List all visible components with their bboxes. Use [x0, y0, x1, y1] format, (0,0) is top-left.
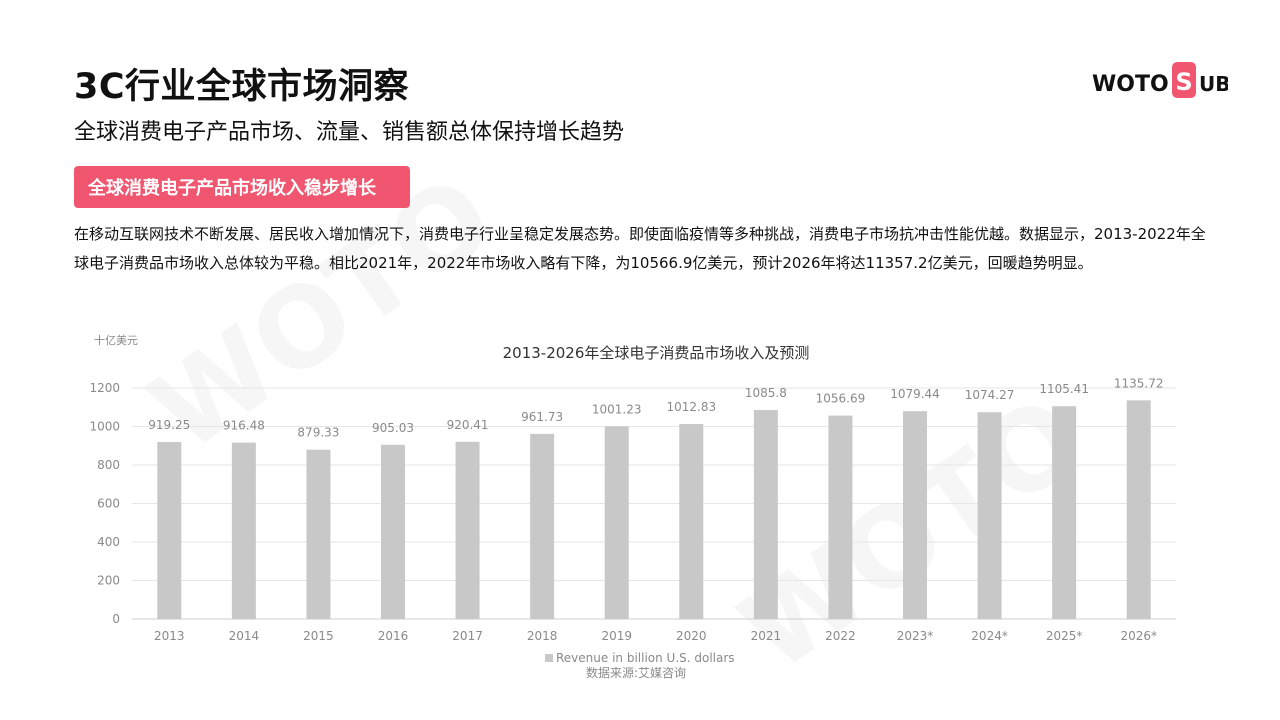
bar [455, 441, 480, 619]
y-unit-label: 十亿美元 [94, 333, 138, 347]
page-subtitle: 全球消费电子产品市场、流量、销售额总体保持增长趋势 [74, 120, 625, 145]
x-tick-label: 2014 [229, 629, 260, 643]
page-title: 3C行业全球市场洞察 [74, 67, 410, 107]
y-tick-label: 800 [97, 458, 120, 472]
logo-text-right: UB [1199, 72, 1228, 96]
bar [157, 442, 182, 619]
bar-chart: 十亿美元 2013-2026年全球电子消费品市场收入及预测 0 200 400 600… [89, 333, 1176, 680]
bar [231, 442, 256, 619]
x-tick-label: 2019 [601, 629, 632, 643]
x-tick-label: 2020 [676, 629, 707, 643]
x-tick-label: 2018 [527, 629, 558, 643]
legend-swatch [545, 654, 553, 662]
x-tick-label: 2013 [154, 629, 185, 643]
svg-text:S: S [1175, 68, 1192, 96]
chart-title: 2013-2026年全球电子消费品市场收入及预测 [503, 344, 810, 362]
x-tick-label: 2015 [303, 629, 334, 643]
data-label: 961.73 [521, 410, 563, 424]
chart-legend: Revenue in billion U.S. dollars [545, 651, 735, 665]
data-label: 1074.27 [965, 388, 1015, 402]
x-tick-label: 2021 [751, 629, 782, 643]
logo-text-left: WOTO [1092, 72, 1169, 97]
y-tick-label: 1200 [89, 381, 120, 395]
data-label: 916.48 [223, 419, 265, 433]
body-paragraph: 在移动互联网技术不断发展、居民收入增加情况下，消费电子行业呈稳定发展态势。即使面… [74, 225, 1206, 272]
x-tick-label: 2026* [1120, 629, 1157, 643]
y-tick-label: 400 [97, 535, 120, 549]
x-tick-label: 2017 [452, 629, 483, 643]
y-tick-label: 0 [112, 612, 120, 626]
logo-graphic: WOTO S UB [1092, 62, 1230, 98]
data-label: 1105.41 [1039, 382, 1089, 396]
bar [381, 444, 405, 619]
bar [977, 412, 1002, 619]
data-label: 920.41 [447, 418, 489, 432]
data-label: 905.03 [372, 421, 414, 435]
data-label: 1085.8 [745, 386, 787, 400]
bar [604, 426, 629, 619]
bar [753, 409, 778, 619]
data-label: 1012.83 [666, 400, 716, 414]
y-tick-label: 1000 [89, 420, 120, 434]
bar [679, 424, 704, 619]
bar [903, 411, 927, 619]
x-tick-label: 2016 [378, 629, 409, 643]
x-tick-label: 2025* [1046, 629, 1083, 643]
section-badge: 全球消费电子产品市场收入稳步增长 [74, 166, 410, 208]
bar [1052, 406, 1077, 619]
data-label: 1056.69 [816, 392, 866, 406]
y-tick-label: 200 [97, 574, 120, 588]
data-label: 1079.44 [890, 387, 940, 401]
logo-mark: S [1172, 62, 1196, 98]
bar [530, 433, 555, 619]
x-tick-label: 2024* [971, 629, 1008, 643]
data-label: 1135.72 [1114, 376, 1164, 390]
bar [828, 415, 853, 619]
bar [306, 449, 331, 619]
data-label: 919.25 [148, 418, 190, 432]
y-tick-label: 600 [97, 497, 120, 511]
data-label: 879.33 [297, 426, 339, 440]
bar [1126, 400, 1151, 619]
source-note: 数据来源:艾媒咨询 [586, 665, 686, 680]
x-tick-label: 2023* [897, 629, 934, 643]
brand-logo: WOTO S UB [1092, 60, 1230, 100]
data-label: 1001.23 [592, 402, 642, 416]
chart-container: 十亿美元 2013-2026年全球电子消费品市场收入及预测 0 200 400 600… [0, 320, 1280, 720]
x-tick-label: 2022 [825, 629, 856, 643]
legend-label: Revenue in billion U.S. dollars [556, 651, 735, 665]
